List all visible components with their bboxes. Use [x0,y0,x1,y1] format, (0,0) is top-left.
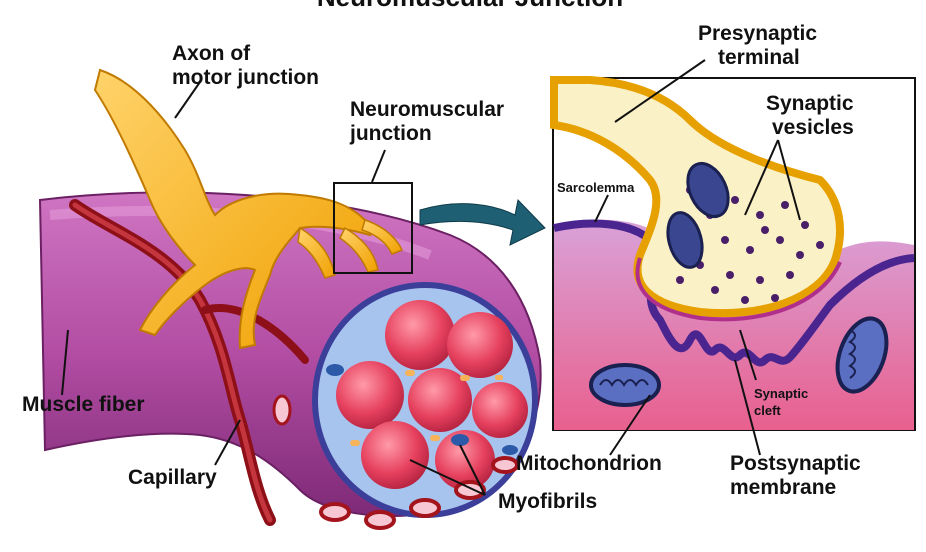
label-mitochondrion: Mitochondrion [516,452,662,475]
label-postsynaptic-2: membrane [730,476,836,499]
label-cleft-1: Synaptic [754,386,808,401]
label-axon-1: Axon of [172,42,251,65]
capillary-cross-sections [272,394,519,530]
label-muscle-fiber: Muscle fiber [22,393,145,416]
synaptic-vesicles [676,186,824,304]
label-postsynaptic-1: Postsynaptic [730,452,861,475]
label-cleft-2: cleft [754,403,781,418]
label-nmj-2: junction [349,122,432,145]
label-sarcolemma: Sarcolemma [557,180,635,195]
zoom-arrow [419,198,546,246]
mitochondria-terminal [666,162,730,269]
label-presynaptic-2: terminal [718,46,800,69]
label-axon-2: motor junction [172,66,319,89]
label-vesicles-2: vesicles [772,116,854,139]
junction-highlight-box [333,182,413,274]
myofibrils [326,300,528,490]
label-capillary: Capillary [128,466,217,489]
label-vesicles-1: Synaptic [766,92,854,115]
label-nmj-1: Neuromuscular [350,98,504,121]
diagram-title: Neuromuscular Junction [317,0,623,12]
label-myofibrils: Myofibrils [498,490,597,513]
muscle-fiber-illustration [38,68,546,530]
label-presynaptic-1: Presynaptic [698,22,817,45]
zoomed-junction-panel [550,76,916,431]
motor-axon [93,68,404,350]
labels: Axon of motor junction Neuromuscular jun… [22,22,861,513]
leader-lines [61,59,801,496]
mitochondria-muscle [589,316,889,407]
